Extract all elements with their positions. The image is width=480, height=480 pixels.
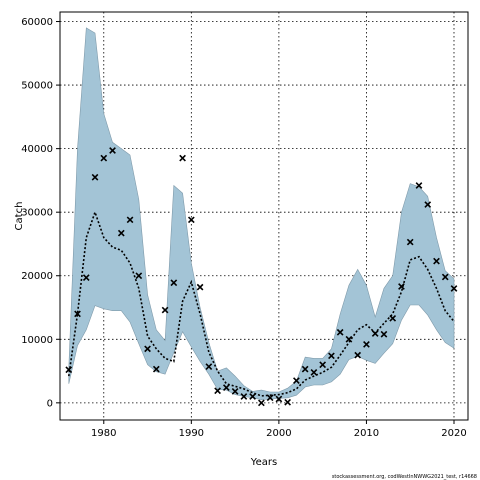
- observed-point: [249, 393, 256, 400]
- x-tick-label: 2010: [354, 428, 379, 439]
- observed-point: [196, 283, 204, 291]
- x-tick-label: 1980: [91, 428, 116, 439]
- observed-point: [205, 363, 213, 370]
- observed-point: [433, 257, 440, 265]
- y-tick-label: 0: [47, 398, 53, 409]
- observed-point: [100, 154, 108, 162]
- y-tick-label: 30000: [21, 208, 53, 219]
- observed-point: [109, 147, 116, 154]
- observed-point: [240, 393, 248, 400]
- observed-point: [345, 335, 353, 343]
- observed-point: [275, 395, 283, 403]
- observed-point: [354, 351, 362, 359]
- y-axis: 0 10000 20000 30000 40000 50000 60000: [21, 17, 60, 409]
- observed-point: [222, 384, 230, 391]
- y-axis-title: Catch: [14, 202, 25, 231]
- observed-point: [161, 306, 169, 314]
- observed-point: [319, 361, 327, 369]
- observed-point: [284, 398, 292, 406]
- observed-point: [65, 366, 73, 374]
- x-tick-label: 1990: [179, 428, 204, 439]
- observed-point: [363, 341, 370, 348]
- observed-point: [135, 272, 143, 280]
- x-axis: 1980 1990 2000 2010 2020: [91, 420, 467, 439]
- observed-point: [266, 394, 274, 402]
- y-tick-label: 10000: [21, 335, 53, 346]
- observed-point: [415, 182, 423, 189]
- observed-point: [301, 365, 309, 373]
- observed-point: [187, 216, 195, 224]
- confidence-band: [68, 27, 455, 401]
- observed-point: [406, 238, 414, 246]
- observed-point: [91, 173, 99, 181]
- observed-point: [450, 285, 458, 292]
- observed-point: [179, 154, 186, 162]
- y-tick-label: 60000: [21, 17, 53, 28]
- footer-note: stockassessment.org, codWestInNWWG2021_t…: [332, 474, 477, 480]
- observed-point: [82, 274, 90, 282]
- observed-point: [371, 330, 379, 337]
- x-tick-label: 2020: [441, 428, 466, 439]
- observed-point: [231, 388, 239, 395]
- grid-lines: [60, 12, 468, 420]
- observed-point: [328, 352, 335, 360]
- observed-point: [293, 377, 300, 384]
- observed-point: [389, 314, 397, 322]
- observed-point: [126, 216, 134, 224]
- observed-point: [441, 273, 449, 281]
- observed-points: [65, 147, 458, 407]
- y-tick-label: 20000: [21, 271, 53, 282]
- observed-point: [214, 387, 221, 395]
- observed-point: [258, 399, 265, 407]
- observed-point: [170, 279, 178, 287]
- observed-point: [117, 229, 125, 237]
- x-tick-label: 2000: [266, 428, 291, 439]
- plot-frame: [59, 11, 469, 421]
- x-axis-title: Years: [250, 457, 277, 468]
- observed-point: [144, 345, 151, 353]
- observed-point: [424, 201, 432, 208]
- observed-point: [74, 310, 81, 318]
- y-tick-label: 50000: [21, 81, 53, 92]
- observed-point: [380, 330, 388, 338]
- observed-point: [310, 368, 318, 376]
- observed-point: [398, 283, 405, 290]
- y-tick-label: 40000: [21, 144, 53, 155]
- observed-point: [336, 328, 344, 336]
- observed-point: [152, 365, 160, 373]
